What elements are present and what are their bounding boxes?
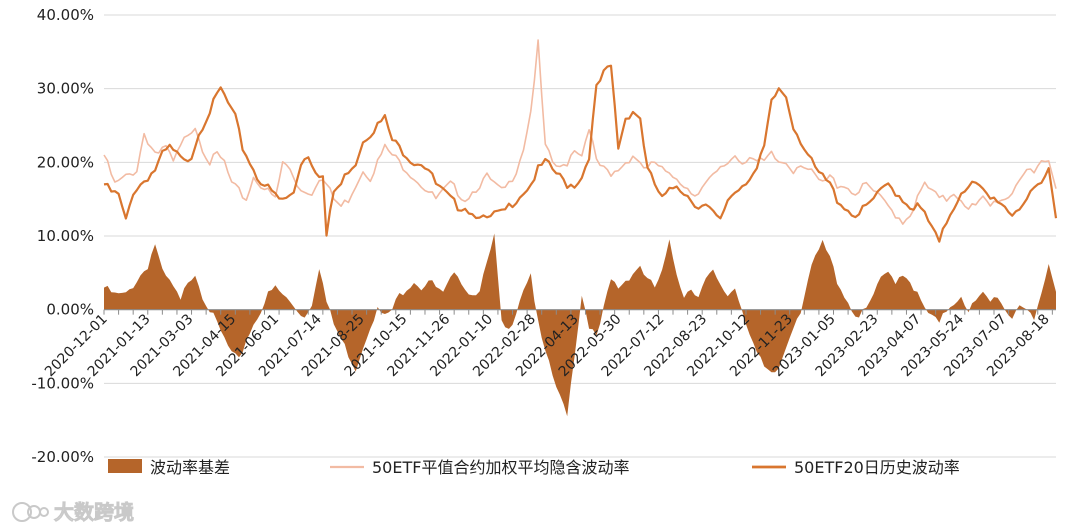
y-tick-label: 20.00% <box>37 153 94 171</box>
y-axis-ticks: 40.00% 30.00% 20.00% 10.00% 0.00% -10.00% -20.… <box>31 6 94 466</box>
legend: 波动率基差 50ETF平值合约加权平均隐含波动率 50ETF20日历史波动率 <box>108 458 960 477</box>
legend-label: 50ETF20日历史波动率 <box>794 458 960 477</box>
y-tick-label: 10.00% <box>37 227 94 245</box>
logo-icon <box>12 502 49 522</box>
y-tick-label: 40.00% <box>37 6 94 24</box>
y-tick-label: 0.00% <box>46 301 94 319</box>
x-axis <box>103 309 1056 315</box>
watermark: 大数跨境 <box>12 500 134 524</box>
series-area-basis <box>104 233 1056 417</box>
watermark-text: 大数跨境 <box>54 500 134 524</box>
series-line-historical-vol <box>103 64 1058 243</box>
legend-swatch <box>108 459 142 473</box>
y-tick-label: -20.00% <box>31 448 94 466</box>
y-tick-label: -10.00% <box>31 374 94 392</box>
series-line-implied-vol <box>103 39 1057 225</box>
legend-label: 波动率基差 <box>150 458 230 477</box>
y-tick-label: 30.00% <box>37 80 94 98</box>
legend-label: 50ETF平值合约加权平均隐含波动率 <box>372 458 629 477</box>
plot-area <box>103 39 1058 417</box>
gridlines <box>104 14 1056 458</box>
